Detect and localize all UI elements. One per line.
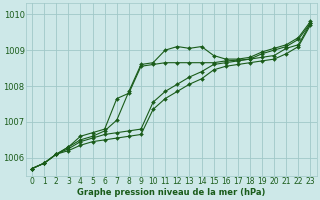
X-axis label: Graphe pression niveau de la mer (hPa): Graphe pression niveau de la mer (hPa)	[77, 188, 266, 197]
